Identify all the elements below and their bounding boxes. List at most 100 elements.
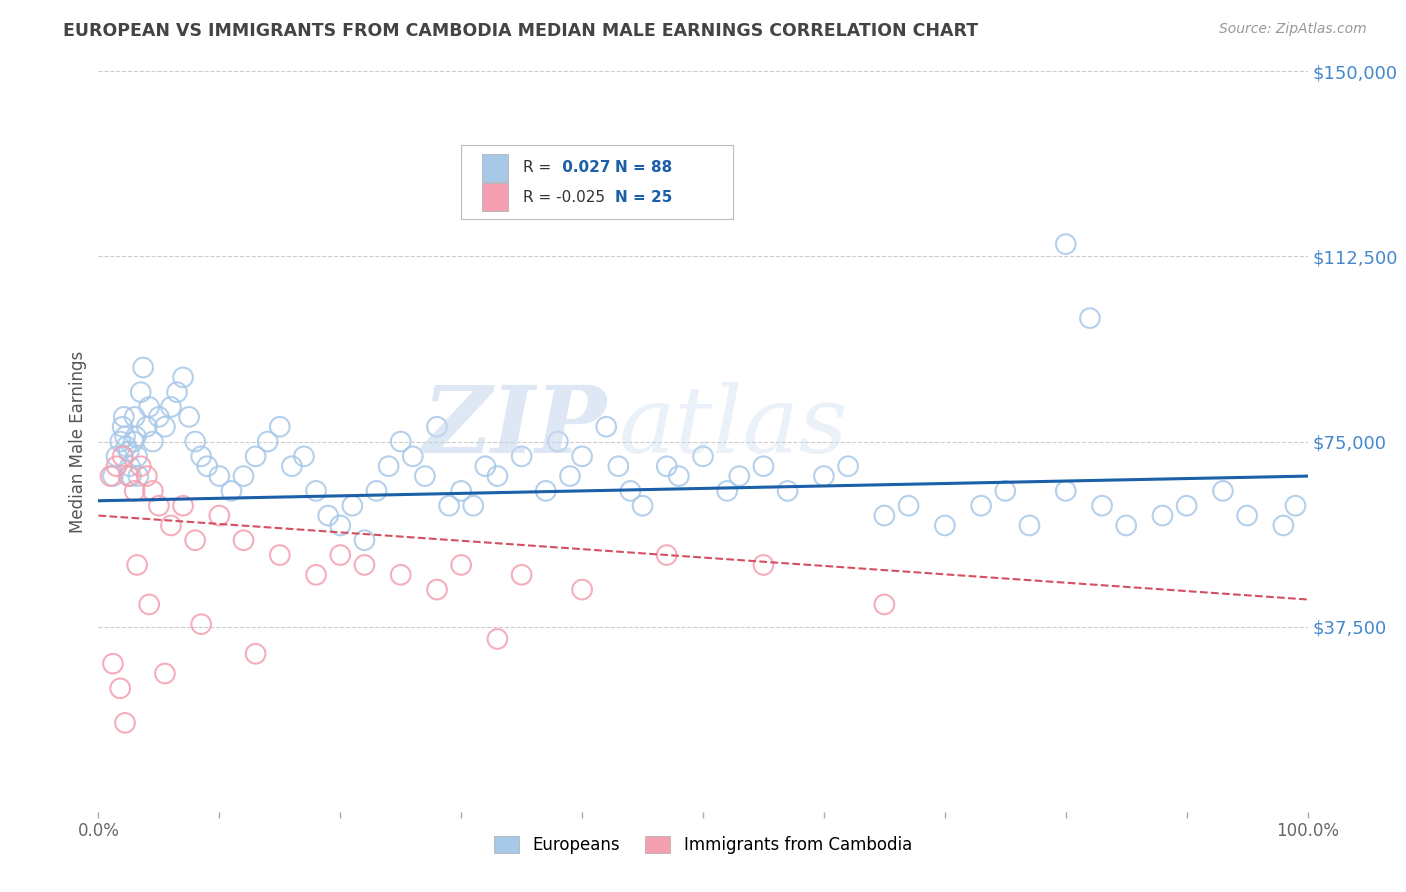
Point xyxy=(142,434,165,449)
Point xyxy=(124,409,146,424)
Point xyxy=(101,657,124,671)
Point xyxy=(619,483,641,498)
Point xyxy=(132,360,155,375)
Point xyxy=(389,567,412,582)
Point xyxy=(190,450,212,464)
Point xyxy=(108,434,131,449)
Point xyxy=(184,434,207,449)
Point xyxy=(547,434,569,449)
Point xyxy=(135,469,157,483)
Point xyxy=(138,598,160,612)
Point xyxy=(486,632,509,646)
Point xyxy=(413,469,436,483)
Point xyxy=(232,469,254,483)
Point xyxy=(281,459,304,474)
Point xyxy=(1175,499,1198,513)
Y-axis label: Median Male Earnings: Median Male Earnings xyxy=(69,351,87,533)
Point xyxy=(305,567,328,582)
Point xyxy=(366,483,388,498)
Point xyxy=(437,499,460,513)
Point xyxy=(172,499,194,513)
Point xyxy=(329,518,352,533)
Point xyxy=(426,419,449,434)
FancyBboxPatch shape xyxy=(461,145,734,219)
Point xyxy=(558,469,581,483)
Point xyxy=(655,459,678,474)
Point xyxy=(269,419,291,434)
Point xyxy=(160,518,183,533)
Point xyxy=(208,508,231,523)
Point xyxy=(124,483,146,498)
Point xyxy=(342,499,364,513)
Point xyxy=(118,469,141,483)
Point xyxy=(668,469,690,483)
Point xyxy=(118,459,141,474)
Point xyxy=(208,469,231,483)
Point xyxy=(172,370,194,384)
Point xyxy=(402,450,425,464)
Point xyxy=(474,459,496,474)
Point xyxy=(111,419,134,434)
Point xyxy=(115,440,138,454)
Point xyxy=(166,385,188,400)
Point xyxy=(138,400,160,414)
Point xyxy=(752,558,775,572)
Point xyxy=(1091,499,1114,513)
Point xyxy=(450,483,472,498)
Point xyxy=(692,450,714,464)
FancyBboxPatch shape xyxy=(482,153,509,182)
Point xyxy=(873,508,896,523)
Point xyxy=(127,469,149,483)
Text: R =: R = xyxy=(523,161,555,175)
Point xyxy=(728,469,751,483)
Point xyxy=(125,429,148,443)
Point xyxy=(450,558,472,572)
Point xyxy=(118,444,141,458)
Point xyxy=(316,508,339,523)
Point xyxy=(129,385,152,400)
Point xyxy=(510,450,533,464)
Point xyxy=(1212,483,1234,498)
Point xyxy=(813,469,835,483)
Point xyxy=(873,598,896,612)
Point xyxy=(571,450,593,464)
Point xyxy=(752,459,775,474)
Text: Source: ZipAtlas.com: Source: ZipAtlas.com xyxy=(1219,22,1367,37)
Point xyxy=(179,409,201,424)
Point xyxy=(897,499,920,513)
Point xyxy=(776,483,799,498)
Point xyxy=(655,548,678,562)
Point xyxy=(142,483,165,498)
Point xyxy=(135,419,157,434)
Point xyxy=(534,483,557,498)
Point xyxy=(329,548,352,562)
Point xyxy=(245,647,267,661)
Point xyxy=(1054,483,1077,498)
Point xyxy=(108,681,131,696)
Point xyxy=(269,548,291,562)
Point xyxy=(105,459,128,474)
Point xyxy=(111,450,134,464)
Point xyxy=(292,450,315,464)
Point xyxy=(114,429,136,443)
Point xyxy=(716,483,738,498)
Point xyxy=(571,582,593,597)
Point xyxy=(129,459,152,474)
Legend: Europeans, Immigrants from Cambodia: Europeans, Immigrants from Cambodia xyxy=(486,828,920,863)
Point xyxy=(256,434,278,449)
Point xyxy=(463,499,485,513)
Point xyxy=(127,450,149,464)
Point xyxy=(595,419,617,434)
Point xyxy=(607,459,630,474)
Point xyxy=(353,533,375,548)
Point xyxy=(426,582,449,597)
Point xyxy=(100,469,122,483)
Text: EUROPEAN VS IMMIGRANTS FROM CAMBODIA MEDIAN MALE EARNINGS CORRELATION CHART: EUROPEAN VS IMMIGRANTS FROM CAMBODIA MED… xyxy=(63,22,979,40)
Point xyxy=(389,434,412,449)
Point xyxy=(305,483,328,498)
Point xyxy=(486,469,509,483)
Point xyxy=(184,533,207,548)
Point xyxy=(1078,311,1101,326)
Text: N = 25: N = 25 xyxy=(614,190,672,204)
Point xyxy=(1152,508,1174,523)
